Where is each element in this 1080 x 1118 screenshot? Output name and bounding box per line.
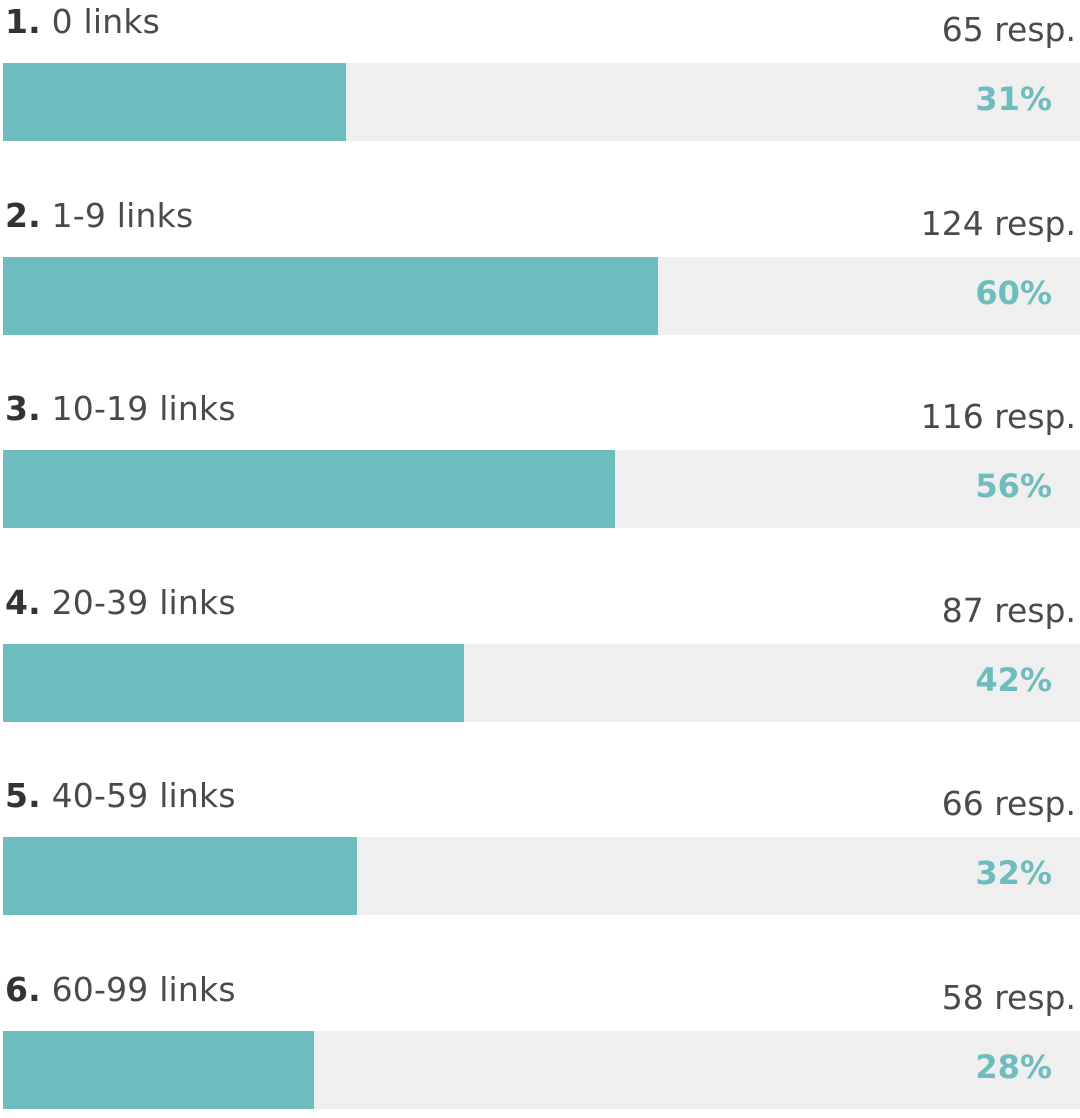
bar-track: 42% <box>3 643 1080 722</box>
chart-row: 4. 20-39 links 87 resp. 42% <box>0 581 1080 731</box>
row-number: 3. <box>5 389 41 428</box>
row-number: 5. <box>5 776 41 815</box>
chart-row: 1. 0 links 65 resp. 31% <box>0 0 1080 150</box>
response-count: 116 resp. <box>920 397 1076 436</box>
category-text: 0 links <box>51 2 161 41</box>
chart-row: 2. 1-9 links 124 resp. 60% <box>0 194 1080 344</box>
bar-track: 56% <box>3 450 1080 528</box>
category-label: 3. 10-19 links <box>5 389 236 428</box>
bar <box>3 256 658 335</box>
percent-label: 56% <box>975 467 1052 505</box>
row-number: 1. <box>5 2 41 41</box>
chart-row: 3. 10-19 links 116 resp. 56% <box>0 387 1080 537</box>
category-text: 1-9 links <box>51 195 194 235</box>
bar <box>3 63 346 141</box>
row-number: 6. <box>5 969 41 1009</box>
category-text: 20-39 links <box>51 582 236 622</box>
category-label: 6. 60-99 links <box>5 970 236 1009</box>
percent-label: 42% <box>975 660 1052 699</box>
bar-track: 28% <box>3 1030 1080 1109</box>
category-text: 60-99 links <box>51 969 236 1009</box>
bar <box>3 643 464 722</box>
category-label: 2. 1-9 links <box>5 196 193 235</box>
category-label: 1. 0 links <box>5 2 160 41</box>
category-text: 40-59 links <box>51 776 236 815</box>
response-count: 58 resp. <box>941 977 1076 1017</box>
row-number: 4. <box>5 582 41 622</box>
percent-label: 32% <box>975 854 1052 892</box>
response-count: 124 resp. <box>920 203 1076 243</box>
bar-track: 32% <box>3 837 1080 915</box>
bar <box>3 450 615 528</box>
bar-track: 31% <box>3 63 1080 141</box>
chart-row: 6. 60-99 links 58 resp. 28% <box>0 968 1080 1118</box>
category-text: 10-19 links <box>51 389 236 428</box>
category-label: 5. 40-59 links <box>5 776 236 815</box>
percent-label: 31% <box>975 80 1052 118</box>
response-count: 66 resp. <box>941 784 1076 823</box>
percent-label: 60% <box>975 273 1052 312</box>
bar-track: 60% <box>3 256 1080 335</box>
category-label: 4. 20-39 links <box>5 583 236 622</box>
bar <box>3 837 357 915</box>
percent-label: 28% <box>975 1047 1052 1086</box>
response-count: 87 resp. <box>941 590 1076 630</box>
bar <box>3 1030 314 1109</box>
response-count: 65 resp. <box>941 10 1076 49</box>
row-number: 2. <box>5 195 41 235</box>
chart-row: 5. 40-59 links 66 resp. 32% <box>0 774 1080 924</box>
